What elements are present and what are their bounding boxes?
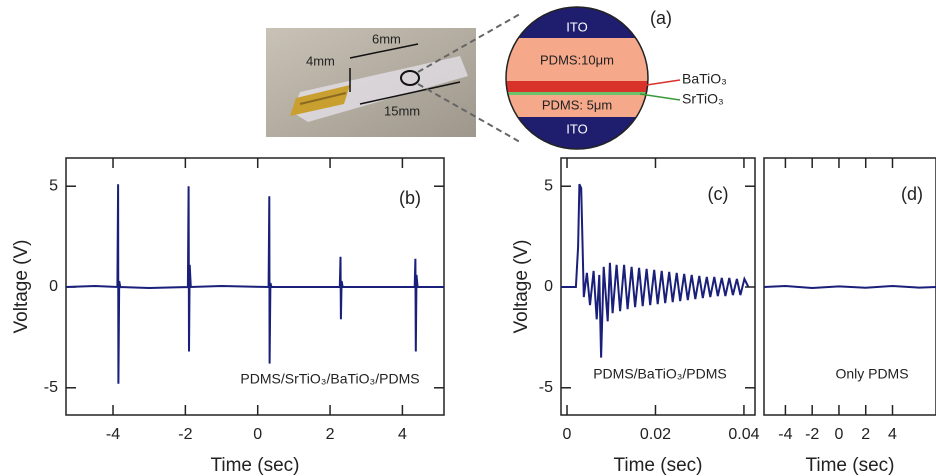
layer xyxy=(506,38,648,81)
plot-area xyxy=(66,184,444,384)
layer xyxy=(506,95,648,117)
x-tick-label: 0.04 xyxy=(728,426,759,443)
layer-label: ITO xyxy=(566,121,587,136)
x-tick-label: 4 xyxy=(398,426,407,443)
x-tick-label: 0 xyxy=(253,426,262,443)
dim-label: 6mm xyxy=(372,31,401,46)
plot-area xyxy=(764,284,936,290)
y-tick-label: 0 xyxy=(49,278,58,295)
y-tick-label: -5 xyxy=(44,379,58,396)
annotation: Only PDMS xyxy=(835,366,908,382)
callout-arrow xyxy=(639,79,681,87)
x-tick-label: 2 xyxy=(326,426,335,443)
x-tick-label: 0 xyxy=(563,426,572,443)
x-tick-label: 0.02 xyxy=(640,426,671,443)
marker-circle xyxy=(400,70,420,86)
electrode xyxy=(290,85,350,116)
y-axis-label: Voltage (V) xyxy=(511,240,532,334)
x-tick-label: -4 xyxy=(778,426,792,443)
plot-area xyxy=(561,183,750,358)
y-tick-label: -5 xyxy=(539,379,553,396)
panel-label: (c) xyxy=(708,184,729,204)
dim-line xyxy=(349,43,419,59)
zoom-circle xyxy=(505,6,649,150)
chart: 0 0.02 0.04 -5 0 5 (c) PDMS/BaTiO₃/PDMS Time (se… xyxy=(511,157,760,476)
panel-label: (b) xyxy=(399,188,421,208)
layer-label: PDMS:10μm xyxy=(540,52,614,67)
x-tick-label: 2 xyxy=(861,426,870,443)
chart: -4 -2 0 2 4 -5 0 5 (b) PDMS/SrTiO₃/BaTiO₃/PDMS Tim… xyxy=(11,157,445,476)
electrode-gap xyxy=(299,92,347,105)
panel-label: (a) xyxy=(650,8,672,28)
data-line xyxy=(764,284,936,290)
layer-label: PDMS: 5μm xyxy=(542,97,612,112)
data-line xyxy=(66,184,444,384)
chart: -4 -2 0 2 4 (d) Only PDMS Time (sec) xyxy=(763,157,936,476)
y-tick-label: 5 xyxy=(49,177,58,194)
annotation: PDMS/SrTiO₃/BaTiO₃/PDMS xyxy=(240,371,419,387)
panel-label: (d) xyxy=(901,184,923,204)
annotation: PDMS/BaTiO₃/PDMS xyxy=(593,366,727,382)
callout-label: SrTiO₃ xyxy=(682,91,724,107)
layer xyxy=(506,92,648,95)
layer xyxy=(506,81,648,92)
x-axis-label: Time (sec) xyxy=(210,455,299,476)
callout-arrow xyxy=(639,93,681,101)
y-axis-label: Voltage (V) xyxy=(11,240,32,334)
callout-label: BaTiO₃ xyxy=(682,71,727,87)
x-axis-label: Time (sec) xyxy=(805,455,894,476)
data-line xyxy=(561,183,750,358)
x-tick-label: 4 xyxy=(888,426,897,443)
dim-label: 15mm xyxy=(384,103,420,118)
x-tick-label: 0 xyxy=(835,426,844,443)
dim-line xyxy=(359,81,461,105)
x-tick-label: -4 xyxy=(106,426,120,443)
dim-label: 4mm xyxy=(306,53,335,68)
x-tick-label: -2 xyxy=(805,426,819,443)
x-tick-label: -2 xyxy=(178,426,192,443)
panel-a: 6mm 4mm 15mm ITO PDMS:10μm PDMS: 5μm ITO… xyxy=(266,6,727,150)
y-tick-label: 5 xyxy=(544,177,553,194)
layer-label: ITO xyxy=(566,19,587,34)
y-tick-label: 0 xyxy=(544,278,553,295)
x-axis-label: Time (sec) xyxy=(613,455,702,476)
